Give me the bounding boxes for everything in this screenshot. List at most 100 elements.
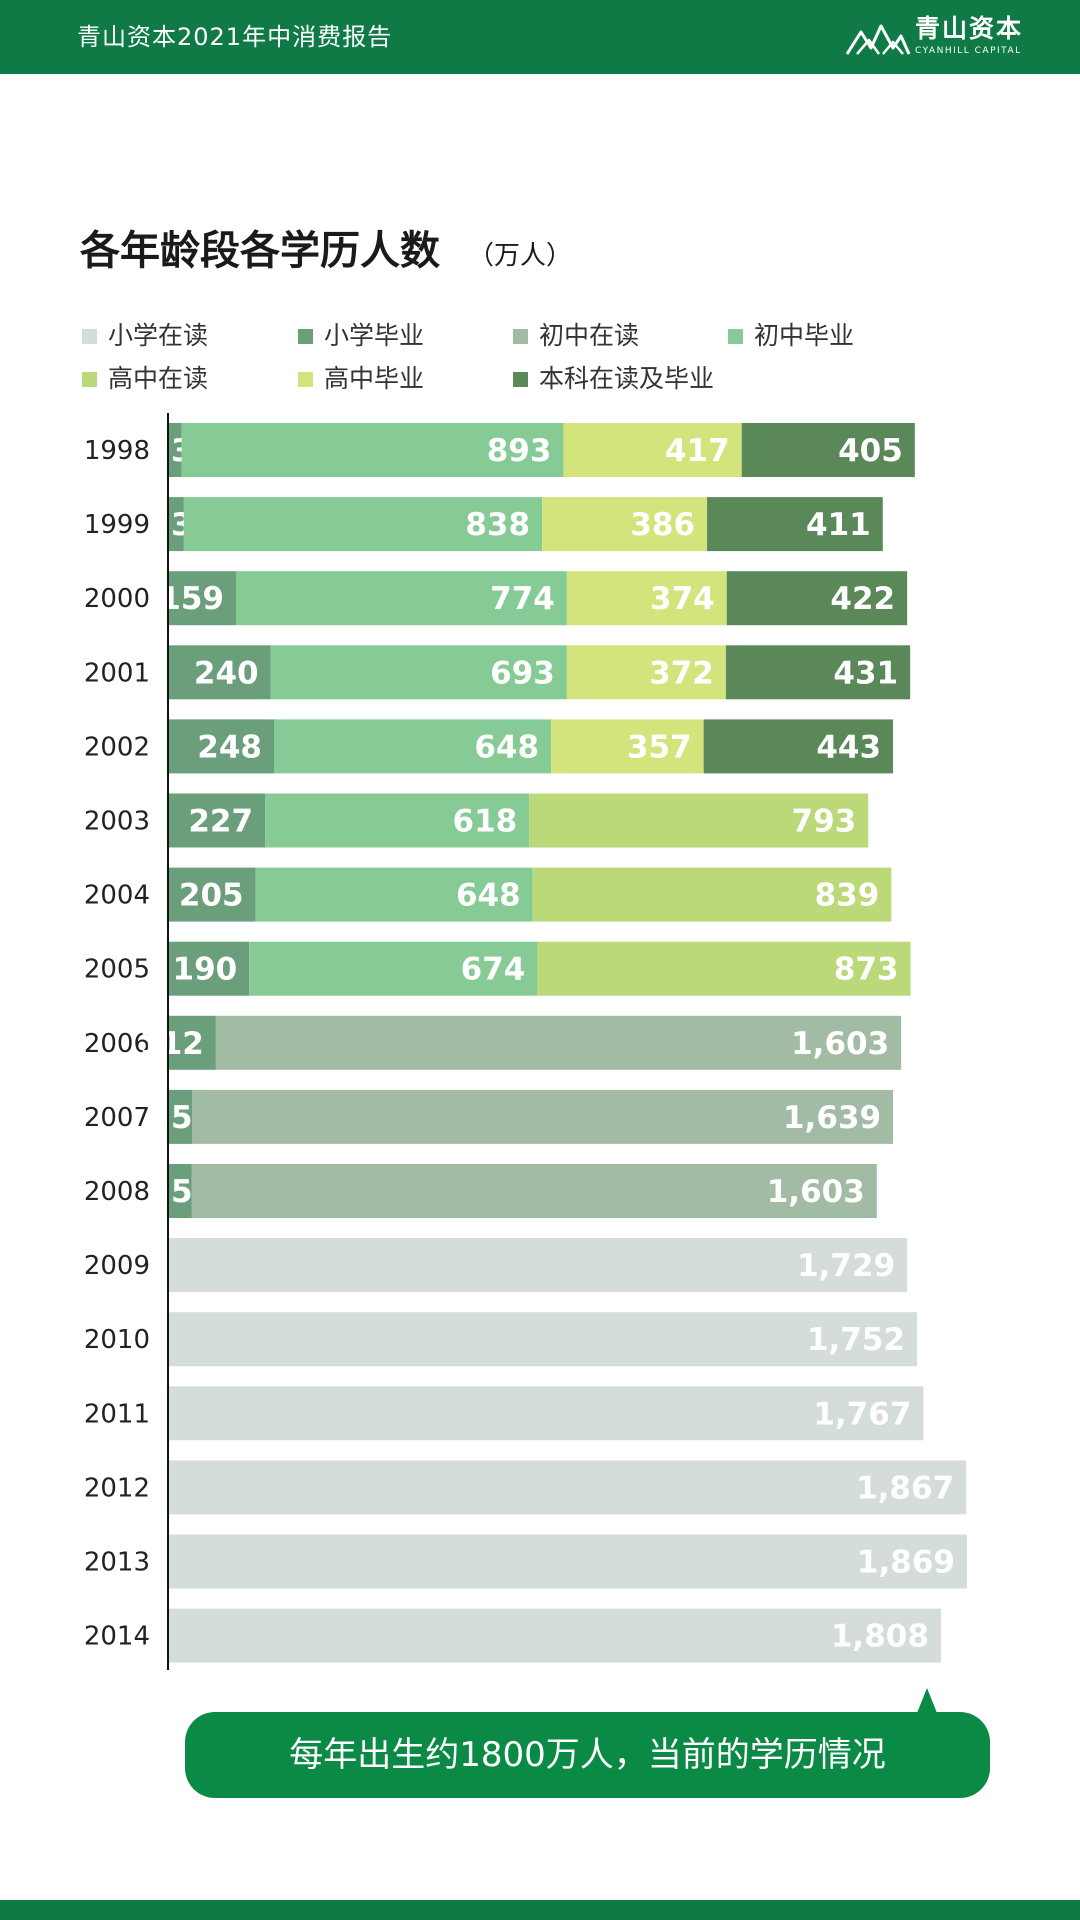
bar-value-label: 443 <box>816 729 881 765</box>
y-tick-label: 2001 <box>84 658 150 688</box>
brand-logo: 青山资本 CYANHILL CAPITAL <box>845 14 1025 62</box>
callout-text: 每年出生约1800万人，当前的学历情况 <box>289 1735 886 1775</box>
bar-value-label: 648 <box>456 878 521 914</box>
legend-swatch <box>298 329 313 344</box>
bar-value-label: 372 <box>649 655 714 691</box>
legend-label: 小学毕业 <box>324 321 425 350</box>
bar-segment <box>168 1089 193 1144</box>
legend-swatch <box>728 329 743 344</box>
bar-segment <box>183 497 543 552</box>
bar-value-label: 839 <box>815 878 880 914</box>
bar-value-label: 422 <box>830 581 895 617</box>
legend-swatch <box>298 372 313 387</box>
callout-pointer-icon <box>915 1688 939 1718</box>
legend-label: 高中毕业 <box>324 364 425 393</box>
legend-label: 小学在读 <box>108 321 209 350</box>
bar-segment <box>255 867 533 922</box>
legend-label: 初中在读 <box>539 321 640 350</box>
y-tick-label: 1998 <box>84 436 150 466</box>
bar-segment <box>168 497 184 552</box>
bar-segment <box>265 793 530 848</box>
legend-swatch <box>513 372 528 387</box>
bar-value-label: 357 <box>627 729 692 765</box>
bar-segment <box>725 645 911 700</box>
bar-segment <box>192 1089 894 1144</box>
bar-segment <box>270 645 567 700</box>
bar-segment <box>168 1164 192 1218</box>
bar-value-label: 1,639 <box>783 1100 881 1136</box>
bar-segment <box>168 1015 216 1070</box>
y-tick-label: 2002 <box>84 732 150 762</box>
bar-value-label: 1,867 <box>856 1470 954 1506</box>
bar-value-label: 417 <box>665 433 730 469</box>
y-tick-label: 2005 <box>84 955 150 985</box>
bar-value-label: 1,603 <box>791 1026 889 1062</box>
bar-segment <box>703 719 894 774</box>
bar-value-label: 411 <box>806 507 871 543</box>
report-title: 青山资本2021年中消费报告 <box>77 23 393 51</box>
footer-bar <box>0 1900 1080 1920</box>
bar-segment <box>168 1312 917 1367</box>
bar-segment <box>168 1238 908 1293</box>
bar-segment <box>235 571 567 626</box>
y-tick-label: 1999 <box>84 510 150 540</box>
bar-segment <box>168 571 236 626</box>
y-tick-label: 2011 <box>84 1399 150 1429</box>
bar-segment <box>726 571 908 626</box>
y-tick-label: 2012 <box>84 1473 150 1503</box>
bar-value-label: 159 <box>159 581 224 617</box>
y-tick-label: 2009 <box>84 1251 150 1281</box>
bar-value-label: 648 <box>474 729 539 765</box>
bar-segment <box>563 423 742 477</box>
bar-value-label: 693 <box>490 655 555 691</box>
bar-value-label: 1,869 <box>857 1545 955 1581</box>
y-tick-label: 2008 <box>84 1177 150 1207</box>
bar-segment <box>168 1460 967 1515</box>
y-tick-label: 2013 <box>84 1548 150 1578</box>
bar-segment <box>168 423 182 477</box>
bar-segment <box>191 1164 877 1218</box>
bar-segment <box>168 719 275 774</box>
bar-value-label: 431 <box>833 655 898 691</box>
y-tick-label: 2010 <box>84 1325 150 1355</box>
bar-value-label: 1,767 <box>813 1396 911 1432</box>
bar-value-label: 1,603 <box>767 1174 865 1210</box>
callout-bubble: 每年出生约1800万人，当前的学历情况 <box>185 1688 990 1798</box>
bar-value-label: 1,752 <box>807 1322 905 1358</box>
header-bar: 青山资本2021年中消费报告 青山资本 CYANHILL CAPITAL <box>0 0 1080 74</box>
bar-value-label: 240 <box>194 655 259 691</box>
bar-value-label: 674 <box>461 952 526 988</box>
bar-segment <box>537 941 911 996</box>
bar-value-label: 793 <box>792 804 857 840</box>
bar-segment <box>215 1015 902 1070</box>
legend-swatch <box>82 372 97 387</box>
bar-segment <box>168 793 266 848</box>
legend-label: 高中在读 <box>108 364 209 393</box>
y-tick-label: 2000 <box>84 584 150 614</box>
legend-swatch <box>513 329 528 344</box>
bar-segment <box>566 645 726 700</box>
bar-value-label: 374 <box>650 581 715 617</box>
y-tick-label: 2006 <box>84 1029 150 1059</box>
bar-value-label: 386 <box>630 507 695 543</box>
bar-segment <box>168 867 256 922</box>
bar-value-label: 1,729 <box>797 1248 895 1284</box>
chart-title: 各年龄段各学历人数 <box>80 228 440 274</box>
bar-segment <box>566 571 727 626</box>
bar-value-label: 774 <box>490 581 555 617</box>
bar-segment <box>529 793 869 848</box>
bar-segment <box>741 423 915 477</box>
bar-segment <box>707 497 883 552</box>
logo-text-en: CYANHILL CAPITAL <box>915 46 1022 56</box>
bar-segment <box>168 1608 941 1663</box>
stacked-bar-chart: 1998328934174051999378383864112000159774… <box>84 413 967 1670</box>
bar-segment <box>168 941 250 996</box>
bar-value-label: 893 <box>487 433 552 469</box>
bar-value-label: 190 <box>173 952 238 988</box>
legend-label: 初中毕业 <box>754 321 855 350</box>
y-tick-label: 2014 <box>84 1622 150 1652</box>
legend-label: 本科在读及毕业 <box>539 364 715 393</box>
bar-value-label: 405 <box>838 433 903 469</box>
y-tick-label: 2007 <box>84 1103 150 1133</box>
legend-swatch <box>82 329 97 344</box>
